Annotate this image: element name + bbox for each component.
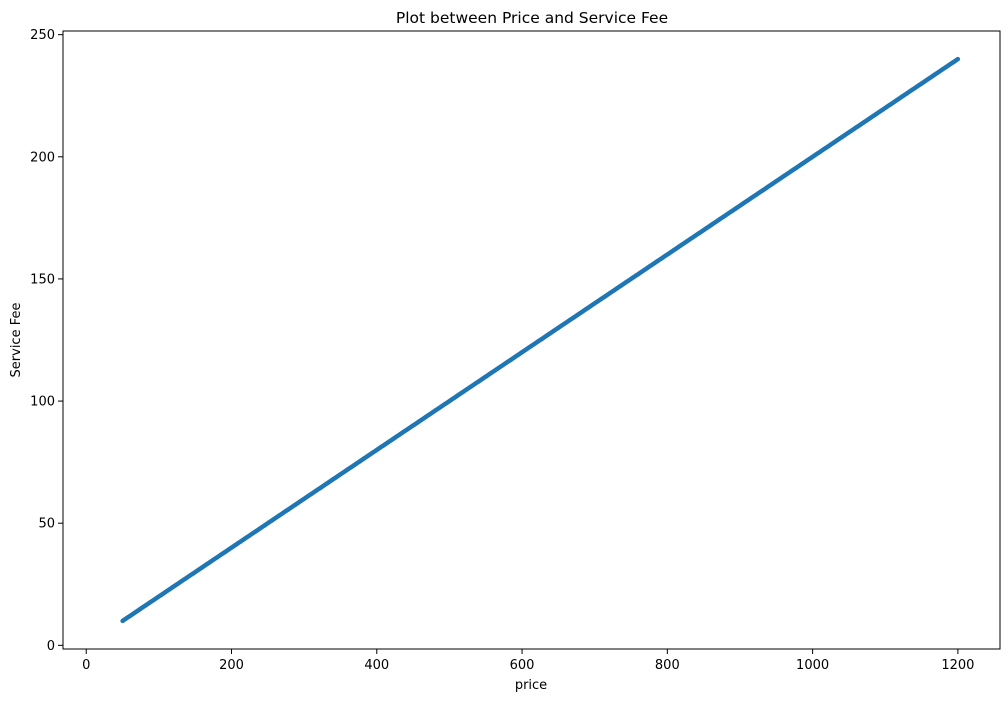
y-tick-label: 50	[38, 517, 55, 532]
x-axis-ticks: 0 200 400 600 800 1000 1200	[82, 649, 974, 673]
x-tick-label: 800	[655, 658, 680, 673]
y-tick-label: 200	[30, 150, 55, 165]
scatter-point	[955, 56, 961, 62]
scatter-points	[120, 56, 961, 624]
x-tick-label: 1000	[796, 658, 829, 673]
y-tick-label: 0	[47, 639, 55, 654]
y-axis-label: Service Fee	[9, 303, 24, 378]
x-tick-label: 0	[82, 658, 90, 673]
y-axis-ticks: 0 50 100 150 200 250	[30, 28, 63, 654]
y-tick-label: 150	[30, 272, 55, 287]
x-tick-label: 400	[364, 658, 389, 673]
plot-frame	[62, 30, 1001, 650]
y-tick-label: 250	[30, 28, 55, 43]
x-tick-label: 600	[510, 658, 535, 673]
x-tick-label: 200	[219, 658, 244, 673]
x-tick-label: 1200	[941, 658, 974, 673]
chart-title: Plot between Price and Service Fee	[396, 9, 668, 27]
x-axis-label: price	[515, 678, 547, 693]
y-tick-label: 100	[30, 395, 55, 410]
